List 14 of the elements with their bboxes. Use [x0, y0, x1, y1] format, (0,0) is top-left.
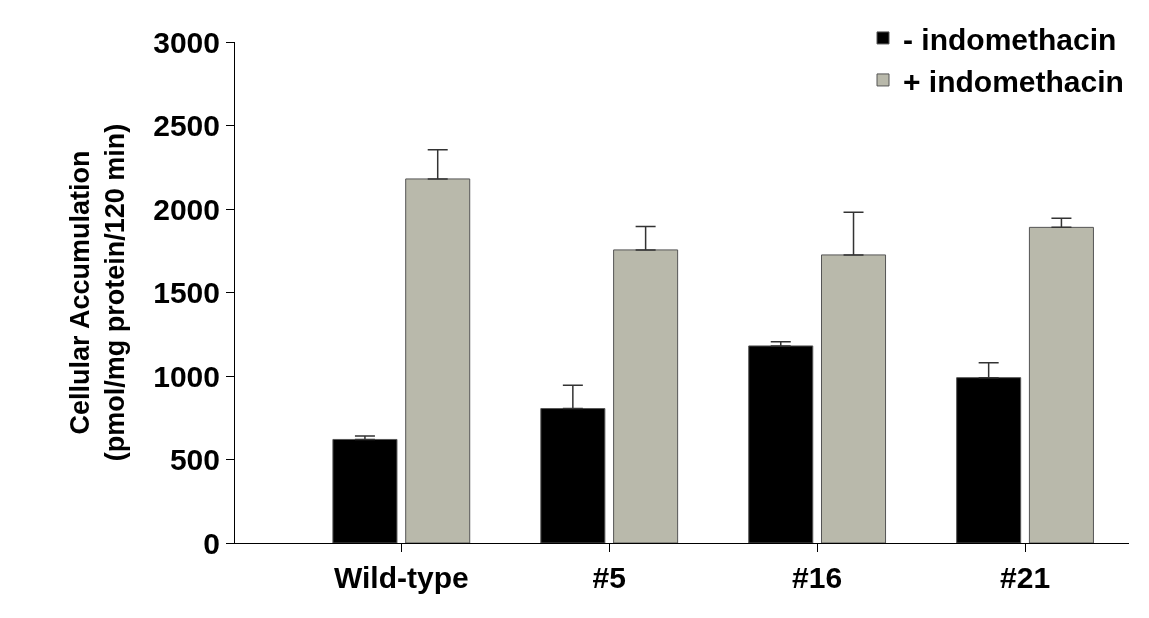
- x-tick-label: #16: [792, 561, 843, 594]
- x-tick-label: Wild-type: [333, 561, 469, 594]
- x-tick-label: #21: [1000, 561, 1051, 594]
- y-tick-label: 500: [169, 443, 220, 476]
- y-tick-label: 0: [203, 526, 220, 560]
- y-tick-label: 1500: [153, 276, 220, 309]
- legend-label: - indomethacin: [903, 22, 1117, 56]
- y-tick-label: 1000: [153, 359, 220, 393]
- y-axis-title: Cellular Accumulation (pmol/mg protein/120 min): [65, 123, 131, 462]
- legend-label: + indomethacin: [903, 64, 1124, 98]
- y-tick-label: 2000: [153, 192, 220, 226]
- y-tick-label: 3000: [153, 25, 220, 59]
- x-tick-label: #5: [592, 561, 626, 594]
- y-tick-label: 2500: [153, 109, 220, 142]
